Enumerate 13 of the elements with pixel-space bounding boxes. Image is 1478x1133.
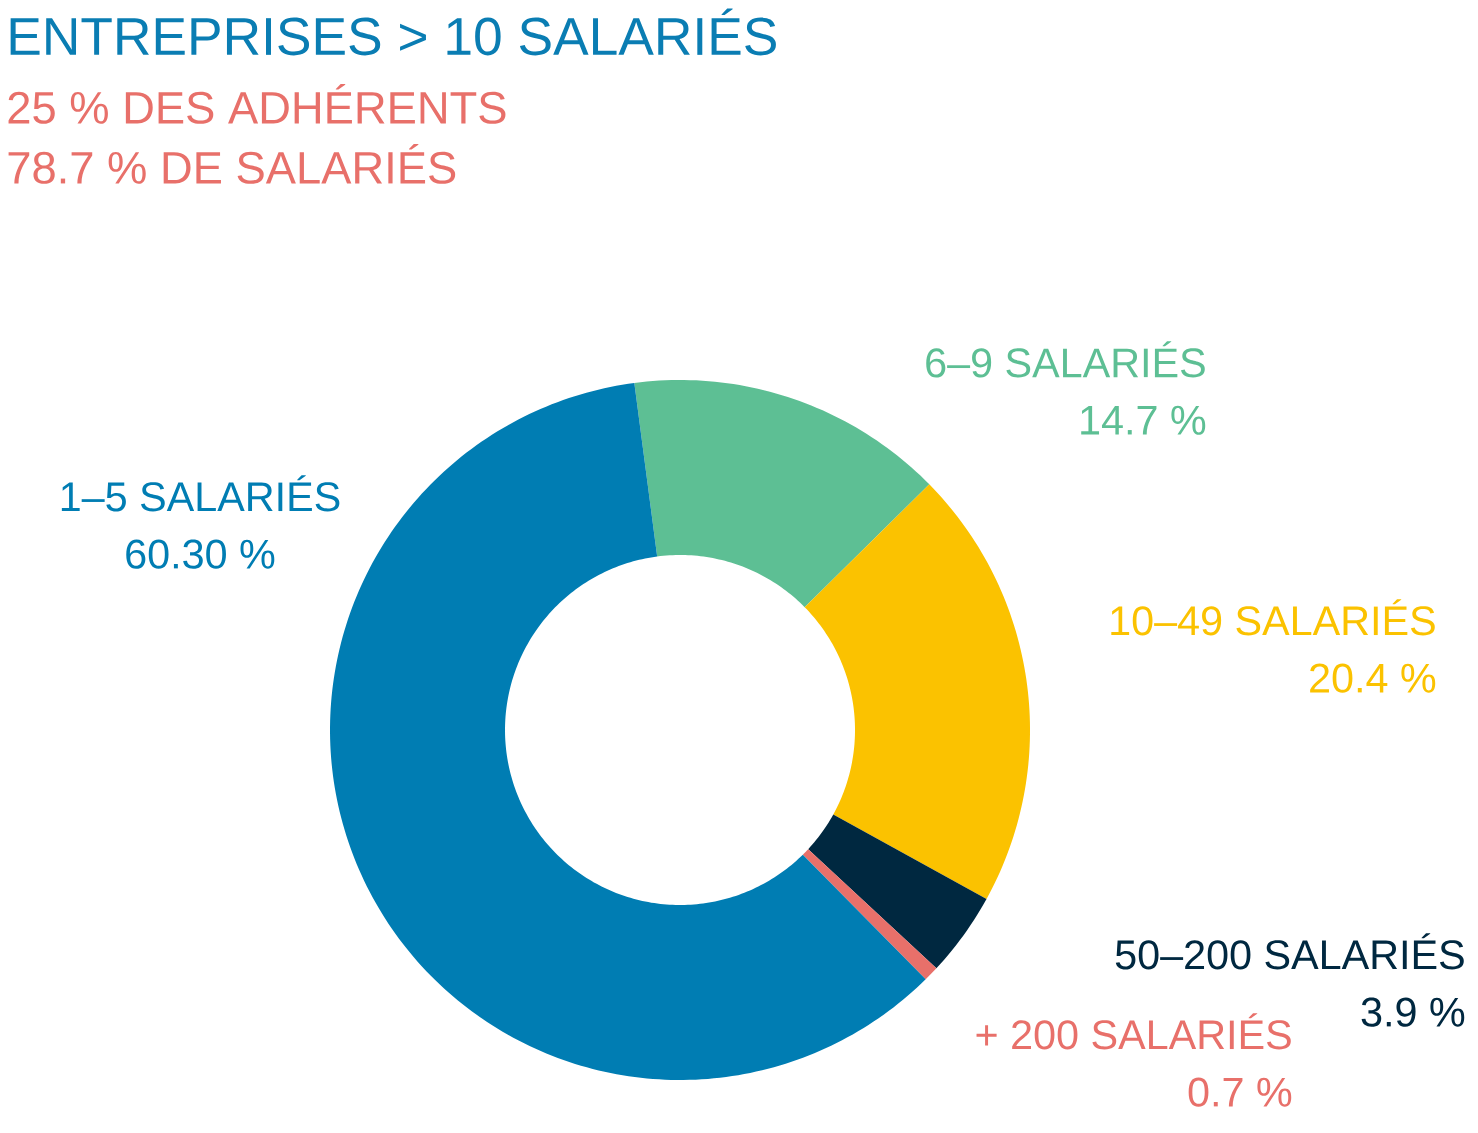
data-label: 14.7 % bbox=[1081, 405, 1206, 435]
chart-subtitle: 25 % DES ADHÉRENTS bbox=[8, 84, 506, 124]
slice-label: 10–49 SALARIÉS bbox=[1111, 599, 1435, 636]
data-label: 60.30 % bbox=[126, 539, 275, 569]
slice-label: + 200 SALARIÉS bbox=[976, 1013, 1291, 1050]
slice-label: 6–9 SALARIÉS bbox=[926, 341, 1205, 378]
slice-label: 1–5 SALARIÉS bbox=[61, 475, 340, 512]
data-label: 0.7 % bbox=[1188, 1077, 1292, 1107]
data-label: 20.4 % bbox=[1310, 663, 1436, 693]
slice-label: 50–200 SALARIÉS bbox=[1115, 933, 1464, 970]
chart-title: ENTREPRISES > 10 SALARIÉS bbox=[10, 8, 776, 56]
text: 78.7 % DE SALARIÉS bbox=[8, 144, 456, 184]
data-label: 3.9 % bbox=[1361, 997, 1465, 1027]
